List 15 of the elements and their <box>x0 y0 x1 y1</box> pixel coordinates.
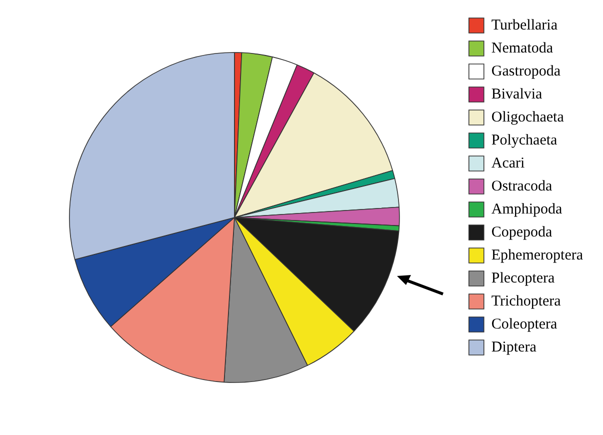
legend-label: Amphipoda <box>491 201 563 218</box>
legend-label: Diptera <box>491 339 537 356</box>
legend-label: Acari <box>491 155 525 172</box>
legend-label: Trichoptera <box>491 293 562 310</box>
legend-label: Ostracoda <box>491 178 553 194</box>
legend-label: Gastropoda <box>491 63 561 80</box>
legend-label: Turbellaria <box>491 17 558 34</box>
legend-label: Bivalvia <box>491 86 543 102</box>
legend-label: Nematoda <box>491 40 554 56</box>
legend-label: Oligochaeta <box>491 109 564 126</box>
legend-label: Plecoptera <box>491 270 556 286</box>
legend-label: Ephemeroptera <box>491 247 584 264</box>
legend-label: Coleoptera <box>491 316 558 332</box>
legend-label: Copepoda <box>491 224 553 240</box>
legend-label: Polychaeta <box>491 132 558 148</box>
